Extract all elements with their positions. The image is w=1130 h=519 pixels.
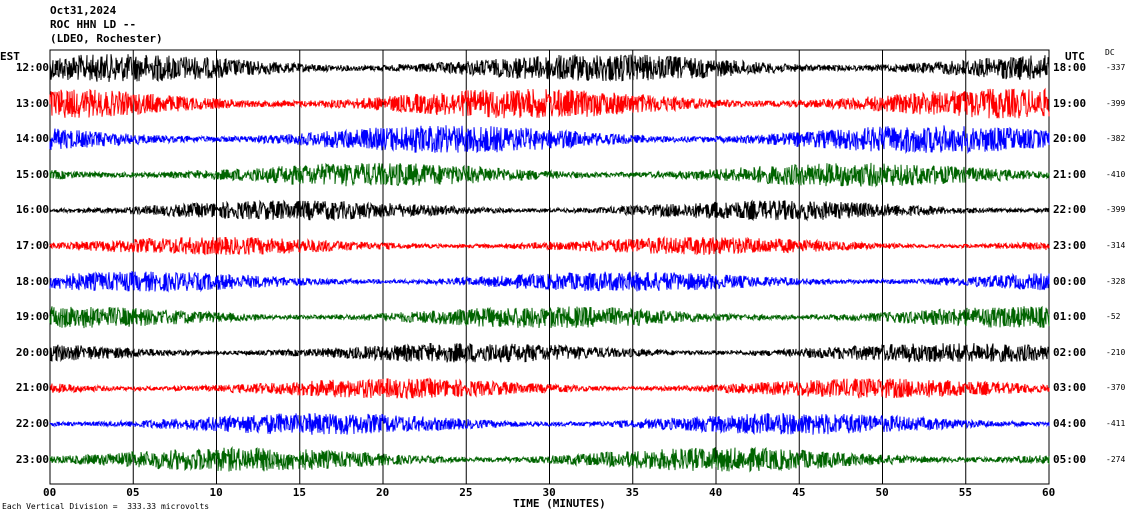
utc-hour-label: 01:00 bbox=[1053, 310, 1087, 324]
x-tick-label: 35 bbox=[625, 486, 639, 499]
x-tick-label: 45 bbox=[792, 486, 806, 499]
x-tick-label: 15 bbox=[292, 486, 306, 499]
utc-hour-label: 23:00 bbox=[1053, 239, 1087, 252]
trace-1500 bbox=[49, 162, 1050, 188]
dc-offset-value: -52 bbox=[1106, 312, 1121, 322]
dc-offset-value: -382 bbox=[1106, 134, 1126, 144]
utc-hour-label: 02:00 bbox=[1053, 345, 1087, 359]
trace-1400 bbox=[49, 125, 1050, 155]
trace-2200 bbox=[49, 412, 1050, 436]
x-tick-label: 60 bbox=[1042, 486, 1056, 499]
dc-offset-value: -314 bbox=[1106, 241, 1126, 250]
x-tick-label: 25 bbox=[459, 486, 473, 499]
trace-1800 bbox=[49, 270, 1050, 293]
dc-offset-value: -411 bbox=[1106, 419, 1126, 428]
trace-2300 bbox=[49, 445, 1050, 473]
dc-offset-value: -399 bbox=[1106, 98, 1126, 108]
network-name: (LDEO, Rochester) bbox=[50, 32, 163, 45]
x-tick-label: 40 bbox=[709, 486, 723, 499]
station-code: ROC HHN LD -- bbox=[50, 18, 137, 31]
utc-hour-label: 00:00 bbox=[1053, 274, 1087, 288]
utc-hour-label: 22:00 bbox=[1053, 203, 1087, 217]
x-tick-label: 50 bbox=[875, 486, 889, 499]
dc-offset-value: -328 bbox=[1106, 276, 1126, 286]
utc-hour-label: 05:00 bbox=[1053, 452, 1087, 466]
x-tick-label: 00 bbox=[43, 486, 57, 499]
utc-hour-label: 21:00 bbox=[1053, 167, 1087, 181]
dc-offset-value: -210 bbox=[1106, 347, 1126, 357]
x-tick-label: 05 bbox=[126, 486, 140, 499]
utc-hour-label: 19:00 bbox=[1053, 96, 1087, 110]
trace-2100 bbox=[49, 377, 1050, 400]
dc-offset-value: -370 bbox=[1106, 383, 1126, 393]
est-hour-label: 22:00 bbox=[15, 417, 49, 430]
x-tick-label: 10 bbox=[209, 486, 223, 499]
est-hour-label: 13:00 bbox=[15, 96, 49, 110]
trace-1200 bbox=[49, 54, 1050, 82]
utc-hour-label: 20:00 bbox=[1053, 132, 1087, 146]
est-hour-label: 17:00 bbox=[15, 239, 49, 252]
x-axis-label: TIME (MINUTES) bbox=[513, 497, 606, 510]
utc-hour-label: 18:00 bbox=[1053, 61, 1087, 74]
trace-1900 bbox=[49, 305, 1050, 329]
est-hour-label: 15:00 bbox=[15, 167, 49, 181]
trace-1600 bbox=[49, 199, 1050, 222]
dc-offset-value: -410 bbox=[1106, 169, 1126, 179]
dc-offset-value: -399 bbox=[1106, 205, 1126, 215]
utc-hour-label: 04:00 bbox=[1053, 417, 1087, 430]
plot-date: Oct31,2024 bbox=[50, 4, 117, 17]
est-hour-label: 23:00 bbox=[15, 452, 49, 466]
dc-offset-value: -274 bbox=[1106, 454, 1126, 464]
est-hour-label: 14:00 bbox=[15, 132, 49, 146]
utc-timezone-label: UTC bbox=[1065, 50, 1085, 63]
scale-footnote: Each Vertical Division = 333.33 microvol… bbox=[2, 502, 210, 511]
trace-1300 bbox=[49, 87, 1050, 119]
est-hour-label: 19:00 bbox=[15, 310, 49, 324]
est-hour-label: 18:00 bbox=[15, 274, 49, 288]
x-tick-label: 20 bbox=[376, 486, 390, 499]
est-hour-label: 21:00 bbox=[15, 381, 49, 395]
utc-hour-label: 03:00 bbox=[1053, 381, 1087, 395]
trace-2000 bbox=[49, 342, 1050, 364]
est-hour-label: 20:00 bbox=[15, 345, 49, 359]
est-hour-label: 12:00 bbox=[15, 61, 49, 74]
dc-offset-header: DC bbox=[1105, 48, 1115, 57]
x-tick-label: 55 bbox=[958, 486, 972, 499]
est-timezone-label: EST bbox=[0, 50, 20, 63]
est-hour-label: 16:00 bbox=[15, 203, 49, 217]
x-tick-label: 30 bbox=[542, 486, 556, 499]
trace-1700 bbox=[49, 235, 1050, 256]
dc-offset-value: -337 bbox=[1106, 63, 1126, 72]
